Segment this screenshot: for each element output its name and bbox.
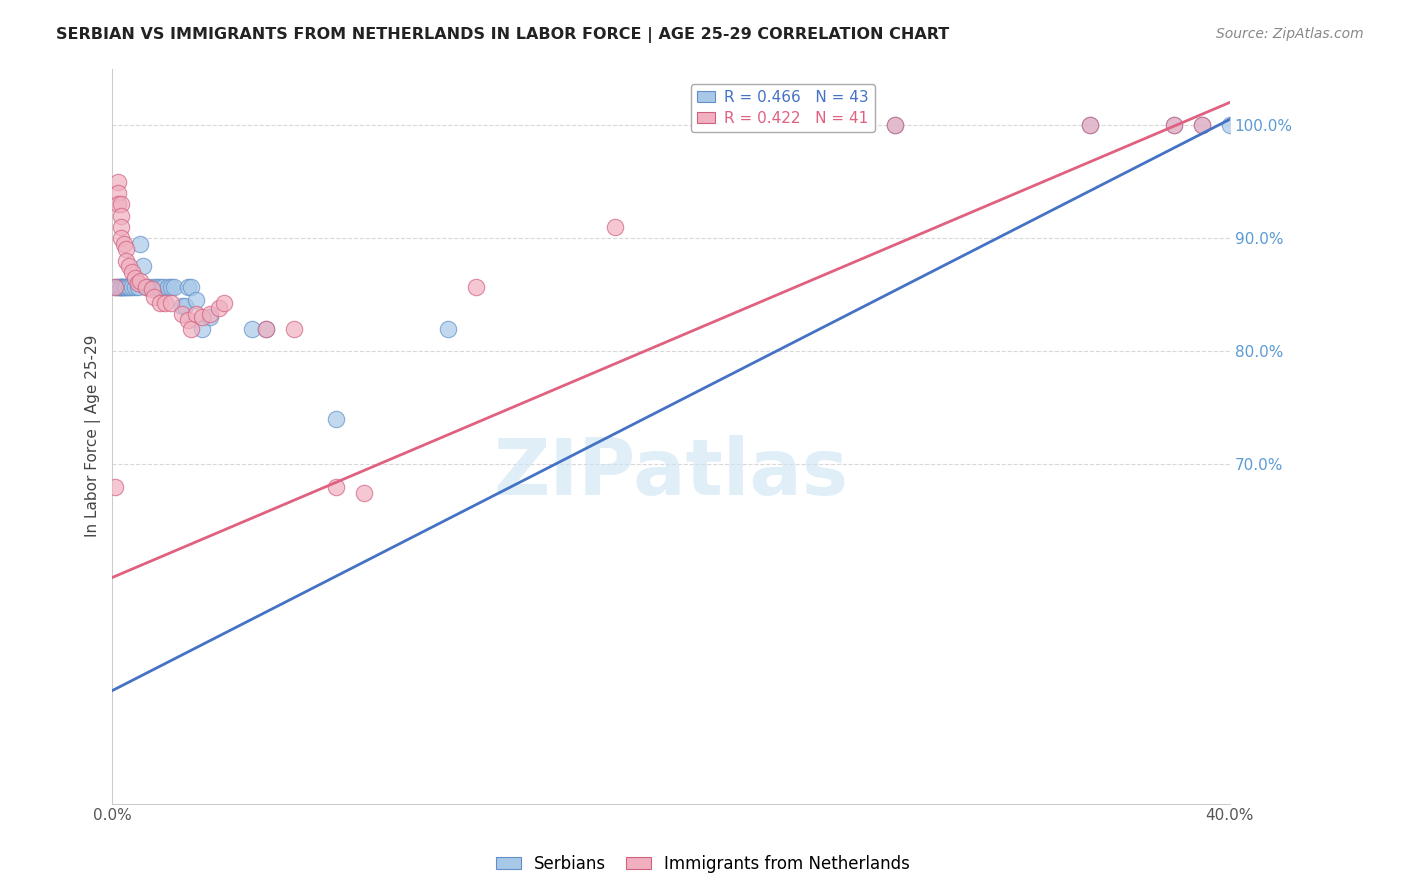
- Point: [883, 118, 905, 132]
- Point: [464, 280, 486, 294]
- Point: [129, 274, 152, 288]
- Point: [177, 312, 200, 326]
- Point: [129, 236, 152, 251]
- Point: [1191, 118, 1213, 132]
- Point: [1191, 118, 1213, 132]
- Point: [157, 280, 180, 294]
- Point: [110, 231, 132, 245]
- Point: [115, 253, 138, 268]
- Point: [110, 280, 132, 294]
- Point: [1163, 118, 1185, 132]
- Point: [172, 299, 194, 313]
- Point: [146, 280, 169, 294]
- Point: [353, 485, 375, 500]
- Point: [110, 280, 132, 294]
- Point: [110, 197, 132, 211]
- Point: [325, 480, 347, 494]
- Point: [883, 118, 905, 132]
- Point: [254, 321, 277, 335]
- Point: [436, 321, 458, 335]
- Point: [110, 280, 132, 294]
- Point: [160, 295, 183, 310]
- Point: [124, 280, 146, 294]
- Point: [104, 480, 127, 494]
- Point: [112, 236, 135, 251]
- Point: [107, 186, 129, 200]
- Point: [283, 321, 305, 335]
- Legend: R = 0.466   N = 43, R = 0.422   N = 41: R = 0.466 N = 43, R = 0.422 N = 41: [690, 84, 875, 132]
- Point: [180, 280, 202, 294]
- Point: [107, 197, 129, 211]
- Point: [180, 321, 202, 335]
- Point: [115, 280, 138, 294]
- Text: ZIPatlas: ZIPatlas: [494, 434, 849, 511]
- Point: [115, 280, 138, 294]
- Point: [186, 307, 208, 321]
- Point: [149, 295, 172, 310]
- Point: [605, 219, 627, 234]
- Point: [121, 280, 143, 294]
- Point: [110, 280, 132, 294]
- Point: [124, 270, 146, 285]
- Point: [172, 307, 194, 321]
- Point: [141, 282, 163, 296]
- Point: [118, 280, 141, 294]
- Point: [152, 280, 174, 294]
- Point: [107, 280, 129, 294]
- Point: [132, 260, 155, 274]
- Point: [198, 307, 221, 321]
- Text: SERBIAN VS IMMIGRANTS FROM NETHERLANDS IN LABOR FORCE | AGE 25-29 CORRELATION CH: SERBIAN VS IMMIGRANTS FROM NETHERLANDS I…: [56, 27, 949, 43]
- Point: [240, 321, 263, 335]
- Point: [174, 299, 197, 313]
- Point: [135, 280, 157, 294]
- Legend: Serbians, Immigrants from Netherlands: Serbians, Immigrants from Netherlands: [489, 848, 917, 880]
- Point: [191, 321, 214, 335]
- Point: [160, 280, 183, 294]
- Point: [118, 260, 141, 274]
- Point: [1219, 118, 1241, 132]
- Point: [1078, 118, 1101, 132]
- Point: [177, 280, 200, 294]
- Point: [107, 280, 129, 294]
- Point: [186, 293, 208, 308]
- Point: [149, 280, 172, 294]
- Point: [112, 280, 135, 294]
- Point: [143, 280, 166, 294]
- Point: [107, 175, 129, 189]
- Point: [127, 280, 149, 294]
- Point: [207, 301, 229, 316]
- Point: [104, 280, 127, 294]
- Point: [254, 321, 277, 335]
- Point: [112, 280, 135, 294]
- Point: [1078, 118, 1101, 132]
- Point: [138, 280, 160, 294]
- Point: [163, 280, 186, 294]
- Point: [110, 209, 132, 223]
- Point: [155, 295, 177, 310]
- Point: [143, 290, 166, 304]
- Point: [1163, 118, 1185, 132]
- Point: [325, 412, 347, 426]
- Point: [191, 310, 214, 325]
- Point: [198, 310, 221, 325]
- Point: [104, 280, 127, 294]
- Point: [135, 280, 157, 294]
- Point: [127, 277, 149, 291]
- Text: Source: ZipAtlas.com: Source: ZipAtlas.com: [1216, 27, 1364, 41]
- Point: [110, 219, 132, 234]
- Y-axis label: In Labor Force | Age 25-29: In Labor Force | Age 25-29: [86, 334, 101, 537]
- Point: [118, 280, 141, 294]
- Point: [115, 243, 138, 257]
- Point: [212, 295, 235, 310]
- Point: [121, 265, 143, 279]
